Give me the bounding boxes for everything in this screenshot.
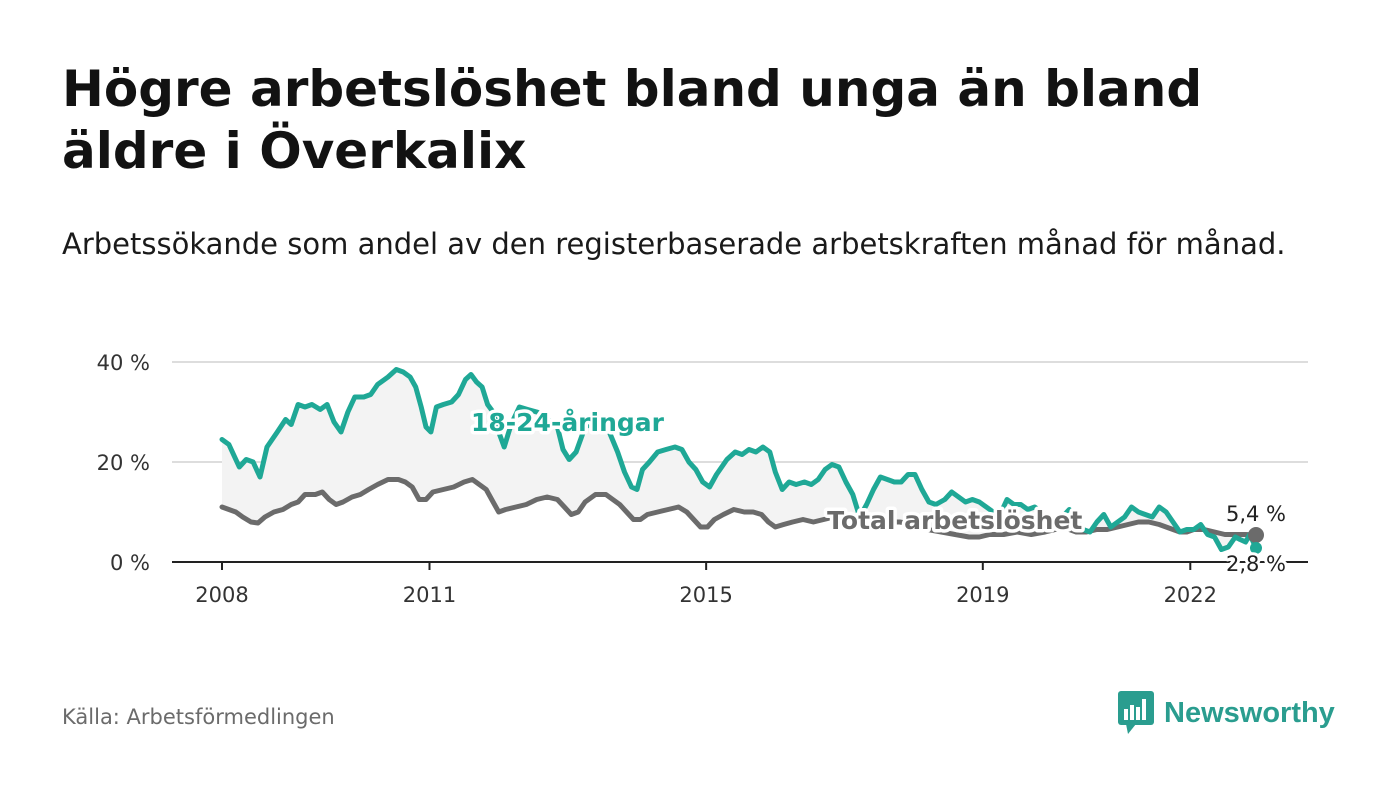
series-lines (219, 367, 1259, 552)
brand-name: Newsworthy (1164, 696, 1335, 729)
x-tick-label: 2011 (403, 583, 456, 607)
bar-chart-logo-icon (1118, 691, 1154, 734)
y-tick-label: 40 % (97, 351, 150, 375)
end-marker-total (1248, 527, 1264, 543)
axes: 0 % 20 % 40 % 2008 2011 2015 2019 2022 (97, 351, 1308, 607)
series-label-youth: 18-24-åringar (471, 408, 665, 437)
x-tick-label: 2008 (195, 583, 248, 607)
newsworthy-logo[interactable]: Newsworthy (1118, 690, 1335, 736)
y-tick-label: 20 % (97, 451, 150, 475)
x-tick-label: 2015 (679, 583, 732, 607)
source-note: Källa: Arbetsförmedlingen (62, 705, 335, 729)
y-tick-label: 0 % (110, 551, 150, 575)
chart-subtitle: Arbetssökande som andel av den registerb… (62, 227, 1286, 261)
end-label-total: 5,4 % (1226, 502, 1286, 526)
x-tick-label: 2019 (956, 583, 1009, 607)
x-tick-label: 2022 (1164, 583, 1217, 607)
series-line-total (219, 477, 1259, 540)
line-chart: 0 % 20 % 40 % 2008 2011 2015 2019 2022 5,4 % 2,8… (97, 351, 1308, 607)
series-labels: 5,4 % 2,8 % 18-24-åringar Total arbetslöshe… (467, 405, 1289, 580)
series-line-youth (219, 367, 1259, 552)
end-label-youth: 2,8 % (1226, 552, 1286, 576)
difference-band (222, 369, 1256, 550)
band-area (222, 369, 1256, 550)
series-label-total: Total arbetslöshet (827, 506, 1082, 535)
end-marker-youth (1250, 542, 1262, 554)
chart-title: Högre arbetslöshet bland unga än bland ä… (62, 60, 1203, 180)
